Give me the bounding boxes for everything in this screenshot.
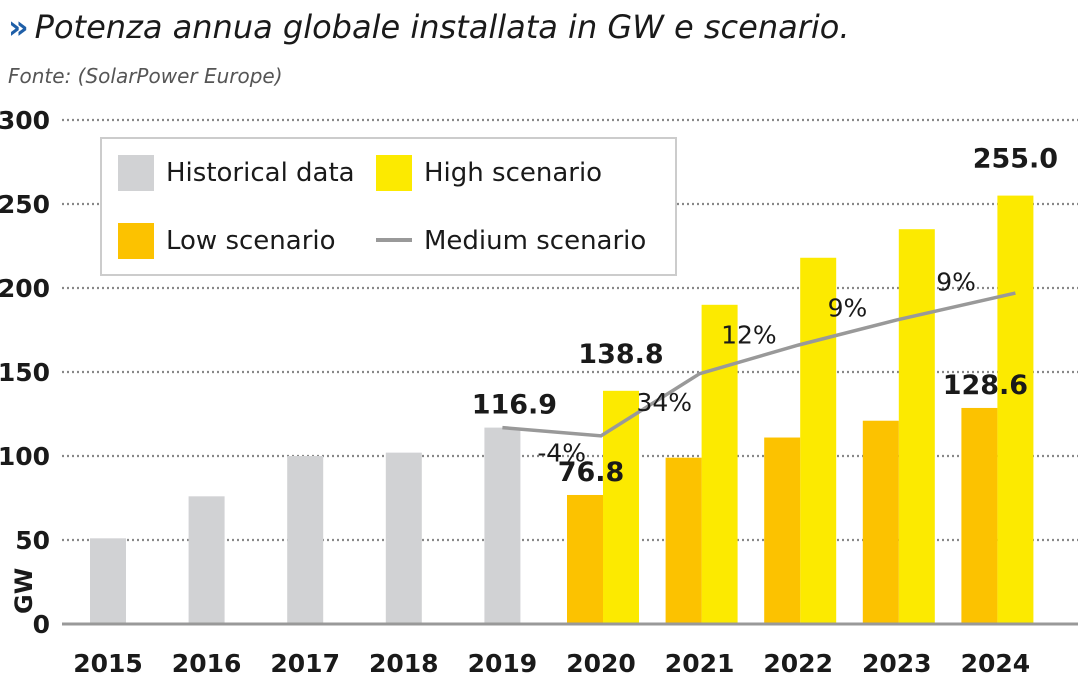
- bar-historical-2018: [385, 452, 422, 624]
- bar-historical-2016: [188, 496, 225, 624]
- y-tick-300: 300: [0, 106, 50, 135]
- chart-title: » Potenza annua globale installata in GW …: [8, 8, 850, 46]
- x-tick-2020: 2020: [566, 649, 636, 678]
- x-tick-2021: 2021: [665, 649, 735, 678]
- y-tick-100: 100: [0, 442, 50, 471]
- legend-label-historical: Historical data: [166, 158, 355, 188]
- chart-title-text: Potenza annua globale installata in GW e…: [34, 8, 850, 46]
- y-tick-150: 150: [0, 358, 50, 387]
- bar-low-2023: [862, 420, 899, 624]
- legend-swatch-low: [118, 223, 154, 259]
- bar-high-2020: [603, 390, 639, 624]
- bar-historical-2019: [484, 427, 521, 624]
- bar-low-2022: [764, 437, 801, 624]
- bar-historical-2017: [287, 456, 324, 624]
- line-medium-scenario: [502, 291, 1016, 438]
- growth-label-2022: 12%: [721, 320, 777, 349]
- x-tick-2022: 2022: [763, 649, 833, 678]
- x-tick-2019: 2019: [468, 649, 538, 678]
- growth-label-2020: -4%: [537, 439, 586, 468]
- growth-label-2021: 34%: [637, 388, 693, 417]
- value-label-high-2020: 138.8: [578, 339, 663, 370]
- growth-label-2024: 9%: [936, 267, 976, 296]
- y-tick-50: 50: [15, 526, 50, 555]
- y-tick-200: 200: [0, 274, 50, 303]
- x-tick-2024: 2024: [961, 649, 1031, 678]
- bar-low-2020: [567, 494, 603, 624]
- legend-label-high: High scenario: [424, 158, 602, 188]
- x-tick-2015: 2015: [73, 649, 143, 678]
- y-axis-label: GW: [10, 568, 38, 614]
- value-label-high-2024: 255.0: [973, 144, 1058, 175]
- bar-high-2021: [701, 304, 738, 624]
- bar-low-2021: [665, 457, 702, 624]
- bar-high-2024: [997, 195, 1034, 624]
- y-tick-0: 0: [33, 610, 50, 639]
- x-tick-2016: 2016: [172, 649, 242, 678]
- value-label-low-2024: 128.6: [943, 370, 1028, 401]
- title-marker: »: [8, 8, 29, 46]
- x-tick-2017: 2017: [270, 649, 340, 678]
- chart-source: Fonte: (SolarPower Europe): [8, 64, 283, 88]
- bar-high-2023: [898, 229, 935, 624]
- x-tick-2018: 2018: [369, 649, 439, 678]
- x-tick-2023: 2023: [862, 649, 932, 678]
- legend-swatch-high: [376, 155, 412, 191]
- bar-historical-2015: [90, 538, 126, 624]
- bar-low-2024: [961, 407, 998, 624]
- value-label-low-2020: 76.8: [558, 457, 625, 488]
- bar-high-2022: [800, 257, 837, 624]
- y-tick-250: 250: [0, 190, 50, 219]
- growth-label-2023: 9%: [828, 294, 868, 323]
- legend-label-low: Low scenario: [166, 226, 336, 256]
- value-label-historical-2019: 116.9: [472, 390, 557, 421]
- legend-label-medium: Medium scenario: [424, 226, 646, 256]
- legend-swatch-historical: [118, 155, 154, 191]
